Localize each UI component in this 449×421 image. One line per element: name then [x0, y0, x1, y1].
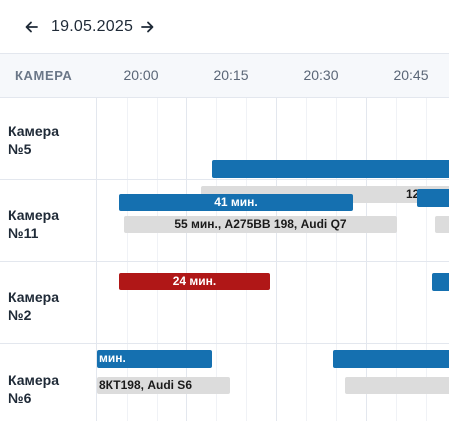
- camera-number: №11: [8, 225, 39, 241]
- camera-name: Камера №6: [8, 371, 88, 407]
- current-date[interactable]: 19.05.2025: [51, 18, 134, 35]
- camera-name-line: Камера: [8, 372, 59, 388]
- booking-detail-bar[interactable]: [435, 216, 449, 233]
- time-header: 20:15: [213, 67, 249, 83]
- time-header: 20:30: [303, 67, 339, 83]
- grid-subline: [246, 98, 247, 421]
- date-navigation: 19.05.2025: [0, 0, 449, 53]
- camera-number: №6: [8, 390, 32, 406]
- camera-column-header: КАМЕРА: [15, 68, 73, 83]
- camera-name: Камера №5: [8, 122, 88, 158]
- camera-name-line: Камера: [8, 207, 59, 223]
- booking-bar[interactable]: 41 мин.: [119, 194, 353, 211]
- booking-bar[interactable]: [333, 350, 449, 368]
- grid-line: [366, 53, 367, 421]
- grid-subline: [157, 98, 158, 421]
- camera-row: Камера №11 41 мин. 55 мин., А275ВВ 198, …: [0, 180, 449, 262]
- camera-name: Камера №11: [8, 206, 88, 242]
- booking-bar[interactable]: [212, 160, 449, 178]
- time-header: 20:45: [393, 67, 429, 83]
- booking-detail-bar[interactable]: 55 мин., А275ВВ 198, Audi Q7: [124, 216, 397, 233]
- camera-number: №5: [8, 141, 32, 157]
- grid-subline: [216, 98, 217, 421]
- grid-subline: [127, 98, 128, 421]
- booking-bar[interactable]: мин.: [97, 350, 212, 368]
- timeline-header: КАМЕРА 20:00 20:15 20:30 20:45: [0, 53, 449, 98]
- grid-line: [186, 53, 187, 421]
- grid-subline: [396, 98, 397, 421]
- camera-row: Камера №2 24 мин.: [0, 262, 449, 344]
- booking-detail-bar[interactable]: [345, 377, 449, 394]
- grid-subline: [336, 98, 337, 421]
- camera-name-line: Камера: [8, 289, 59, 305]
- timeline-grid: КАМЕРА 20:00 20:15 20:30 20:45 Камера №5…: [0, 53, 449, 421]
- camera-name: Камера №2: [8, 288, 88, 324]
- booking-bar[interactable]: [417, 189, 449, 207]
- grid-subline: [426, 98, 427, 421]
- camera-column-divider: [96, 53, 97, 421]
- camera-number: №2: [8, 307, 32, 323]
- time-header: 20:00: [123, 67, 159, 83]
- camera-row: Камера №5 120 мин.: [0, 98, 449, 203]
- grid-subline: [306, 98, 307, 421]
- arrow-right-icon[interactable]: [138, 16, 158, 38]
- booking-bar[interactable]: 24 мин.: [119, 273, 270, 290]
- camera-name-line: Камера: [8, 123, 59, 139]
- arrow-left-icon[interactable]: [22, 16, 42, 38]
- booking-bar[interactable]: [432, 273, 449, 291]
- camera-row: Камера №6 мин. 8КТ198, Audi S6: [0, 344, 449, 421]
- grid-line: [276, 53, 277, 421]
- booking-detail-bar[interactable]: 8КТ198, Audi S6: [97, 377, 230, 394]
